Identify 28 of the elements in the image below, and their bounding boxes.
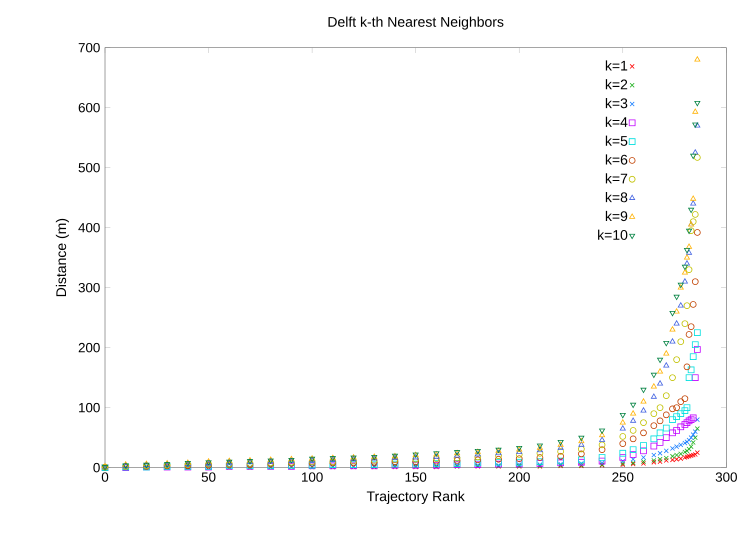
x-tick-label: 150 (406, 472, 426, 482)
y-tick-label: 0 (93, 462, 100, 472)
legend-label: k=8 (606, 192, 628, 202)
legend-label: k=7 (606, 173, 628, 184)
y-tick-label: 600 (78, 102, 100, 112)
legend-label: k=2 (606, 79, 628, 90)
y-tick-label: 100 (79, 402, 100, 412)
x-axis-title: Trajectory Rank (366, 490, 465, 504)
x-tick-label: 250 (612, 472, 634, 482)
x-tick-label: 300 (716, 472, 737, 482)
legend-label: k=4 (606, 116, 628, 127)
y-tick-label: 500 (78, 162, 100, 172)
x-tick-label: 100 (302, 472, 323, 482)
y-tick-label: 700 (78, 42, 100, 52)
legend-label: k=9 (606, 210, 628, 222)
x-tick-label: 50 (202, 472, 216, 482)
legend-label: k=6 (606, 154, 628, 165)
y-tick-label: 300 (78, 282, 100, 292)
y-tick-label: 400 (78, 222, 100, 232)
legend-label: k=5 (606, 136, 628, 146)
chart-title: Delft k-th Nearest Neighbors (328, 16, 504, 30)
y-tick-label: 200 (78, 342, 100, 352)
x-tick-label: 0 (102, 472, 108, 482)
legend-label: k=1 (606, 60, 628, 70)
x-tick-label: 200 (508, 472, 530, 482)
legend-label: k=10 (598, 230, 628, 240)
legend-label: k=3 (606, 98, 628, 108)
y-axis-title: Distance (m) (56, 218, 69, 296)
